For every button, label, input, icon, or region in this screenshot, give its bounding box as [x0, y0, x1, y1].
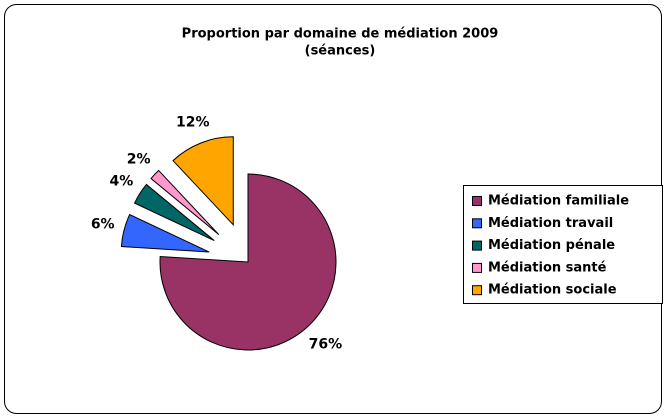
data-label: 6% — [91, 217, 115, 233]
data-label: 4% — [109, 174, 133, 190]
legend-box — [463, 185, 663, 304]
pie-slice — [133, 183, 215, 242]
chart-title: Proportion par domaine de médiation 2009 — [182, 27, 499, 42]
legend-swatch — [472, 218, 482, 229]
pie-slice — [172, 136, 234, 227]
pie-slice — [150, 169, 220, 236]
legend-swatch — [472, 240, 482, 251]
legend-label: Médiation pénale — [488, 238, 615, 253]
pie-slice — [159, 173, 337, 351]
data-label: 12% — [176, 115, 210, 131]
legend-label: Médiation familiale — [488, 194, 629, 209]
legend-label: Médiation travail — [488, 216, 613, 231]
pie-slice — [120, 213, 210, 253]
data-label: 2% — [127, 151, 151, 167]
legend-label: Médiation sociale — [488, 283, 617, 298]
legend-swatch — [472, 285, 482, 296]
chart-subtitle: (séances) — [305, 44, 376, 59]
legend-label: Médiation santé — [488, 260, 607, 275]
legend-swatch — [472, 196, 482, 206]
data-label: 76% — [309, 336, 343, 352]
legend-swatch — [472, 262, 482, 273]
